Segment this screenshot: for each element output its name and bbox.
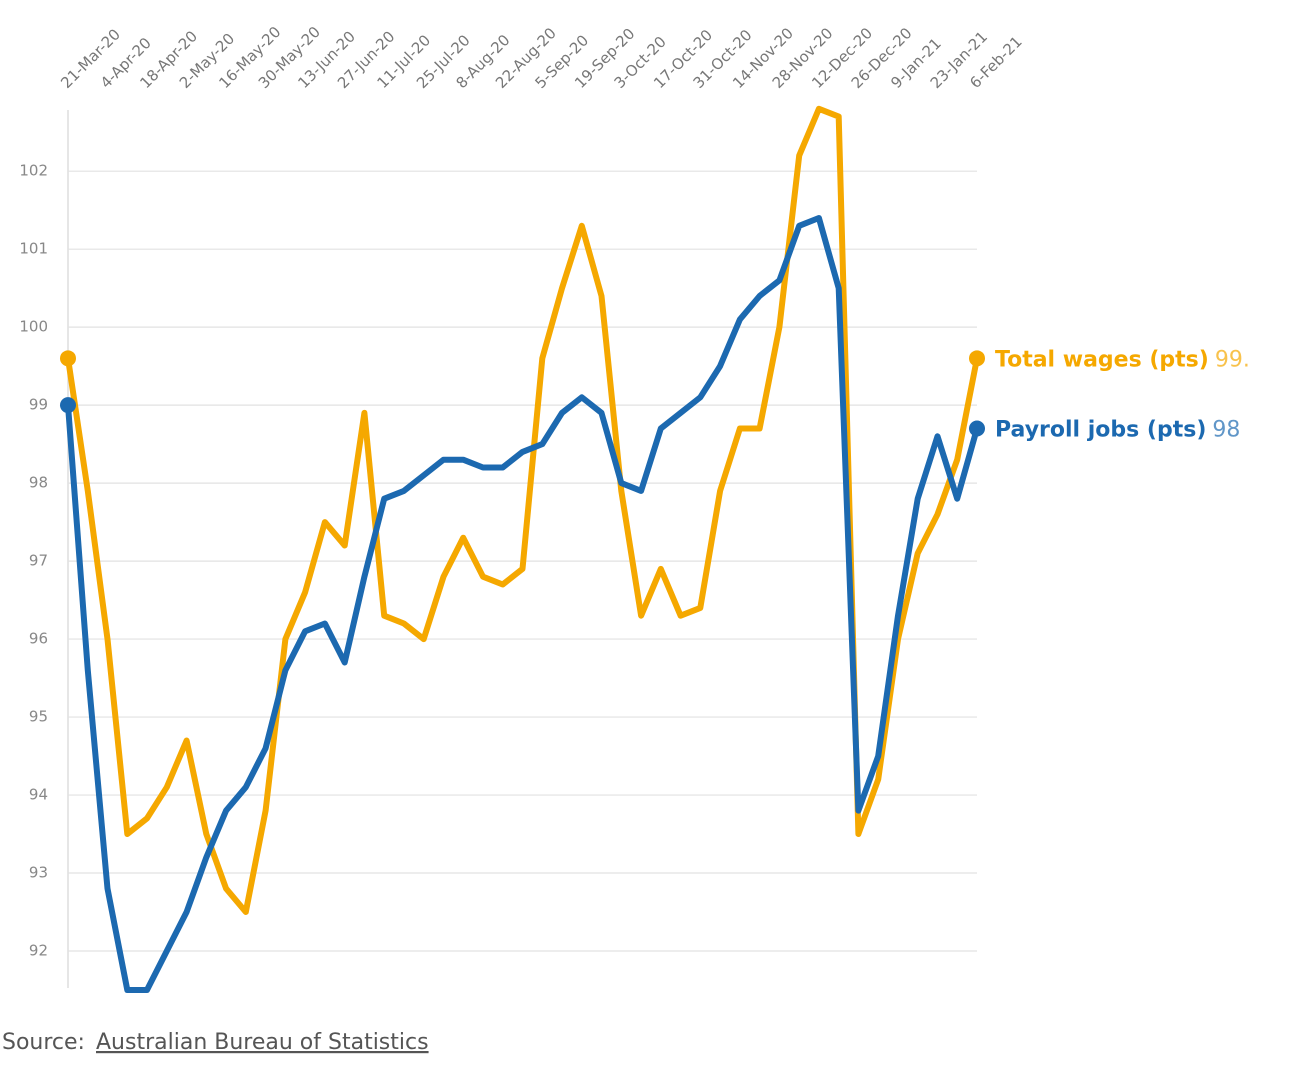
end-value-label: 98 (1212, 418, 1240, 443)
y-tick-label: 94 (29, 786, 48, 804)
y-tick-label: 93 (29, 864, 48, 882)
legend-entry: Payroll jobs (pts) 98 (995, 418, 1240, 443)
y-tick-label: 97 (29, 552, 48, 570)
source-link[interactable]: Australian Bureau of Statistics (96, 1030, 429, 1055)
legend-entry: Total wages (pts) 99. (995, 347, 1250, 372)
y-tick-label: 92 (29, 942, 48, 960)
y-tick-label: 99 (29, 396, 48, 414)
legend-label: Payroll jobs (pts) (995, 418, 1206, 443)
y-tick-label: 100 (19, 318, 48, 336)
end-value-label: 99. (1215, 347, 1250, 372)
point-marker (969, 420, 985, 437)
line (65, 215, 980, 993)
point-marker (60, 397, 76, 414)
point-marker (969, 350, 985, 367)
y-tick-label: 98 (29, 474, 48, 492)
legend-label: Total wages (pts) (995, 347, 1209, 372)
y-tick-label: 96 (29, 630, 48, 648)
y-tick-label: 95 (29, 708, 48, 726)
point-marker (60, 350, 76, 367)
y-tick-label: 101 (19, 240, 48, 258)
line (65, 105, 980, 915)
source-label: Source: (2, 1030, 85, 1055)
y-tick-label: 102 (19, 162, 48, 180)
